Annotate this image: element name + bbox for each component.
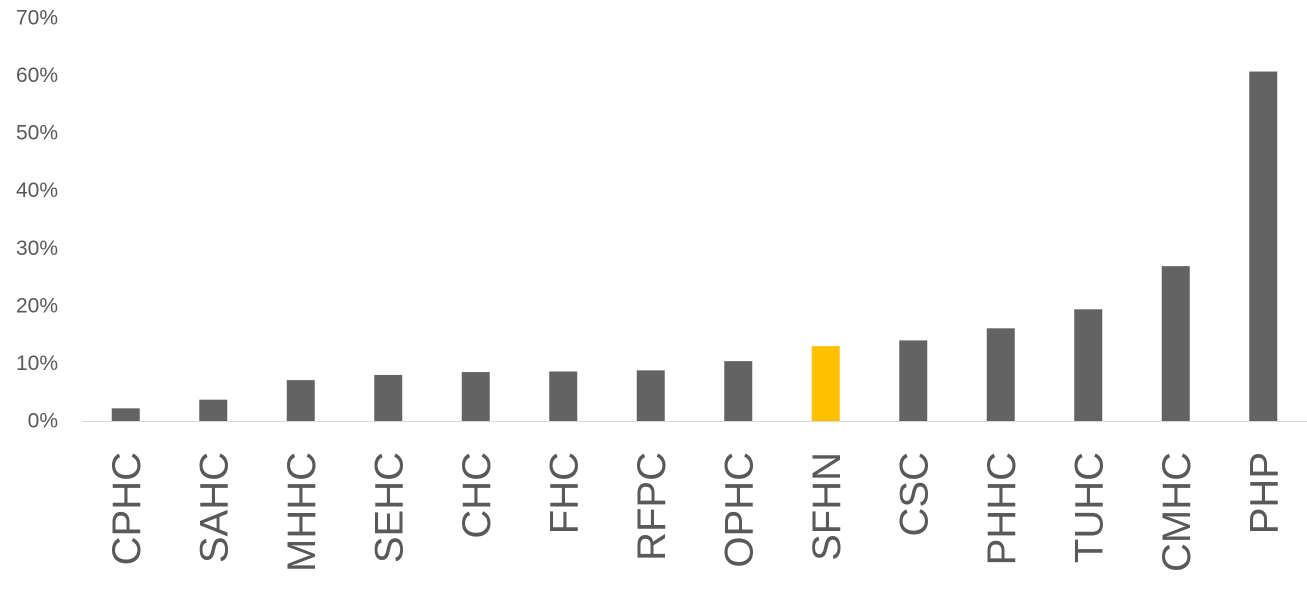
bar-sfhn xyxy=(811,346,840,421)
bar-mhhc xyxy=(286,380,315,421)
x-tick-label-sahc: SAHC xyxy=(192,452,236,563)
x-tick-label-cphc: CPHC xyxy=(105,452,149,565)
y-tick-label: 50% xyxy=(16,122,58,145)
x-tick-label-sehc: SEHC xyxy=(367,452,411,563)
bar-tuhc xyxy=(1074,309,1103,421)
x-tick-label-mhhc: MHHC xyxy=(280,452,324,572)
bar-csc xyxy=(899,340,928,421)
bar-cmhc xyxy=(1161,266,1190,421)
bar-ophc xyxy=(724,361,753,421)
y-tick-label: 0% xyxy=(28,410,58,433)
y-axis-ticks: 0% 10% 20% 30% 40% 50% 60% 70% xyxy=(16,7,58,433)
bar-sahc xyxy=(199,399,228,421)
x-tick-label-rfpc: RFPC xyxy=(630,452,674,561)
bar-fhc xyxy=(549,371,578,421)
y-tick-label: 60% xyxy=(16,64,58,87)
x-tick-label-php: PHP xyxy=(1242,452,1286,534)
x-tick-label-chc: CHC xyxy=(455,452,499,539)
bar-rfpc xyxy=(636,370,665,421)
bar-php xyxy=(1249,71,1278,421)
y-tick-label: 70% xyxy=(16,7,58,30)
x-tick-label-fhc: FHC xyxy=(542,452,586,534)
y-tick-label: 40% xyxy=(16,179,58,202)
x-axis-ticks: CPHC SAHC MHHC SEHC CHC FHC RFPC OPHC SFHN CSC PHH… xyxy=(105,452,1287,572)
y-tick-label: 30% xyxy=(16,237,58,260)
bar-sehc xyxy=(374,374,403,421)
x-tick-label-ophc: OPHC xyxy=(717,452,761,568)
x-tick-label-csc: CSC xyxy=(892,452,936,536)
bar-phhc xyxy=(986,328,1015,421)
x-tick-label-phhc: PHHC xyxy=(980,452,1024,565)
y-tick-label: 10% xyxy=(16,352,58,375)
bars xyxy=(111,71,1278,421)
y-tick-label: 20% xyxy=(16,294,58,317)
bar-chc xyxy=(461,372,490,421)
bar-cphc xyxy=(111,408,140,421)
x-tick-label-sfhn: SFHN xyxy=(805,452,849,561)
x-tick-label-cmhc: CMHC xyxy=(1155,452,1199,572)
x-tick-label-tuhc: TUHC xyxy=(1067,452,1111,563)
